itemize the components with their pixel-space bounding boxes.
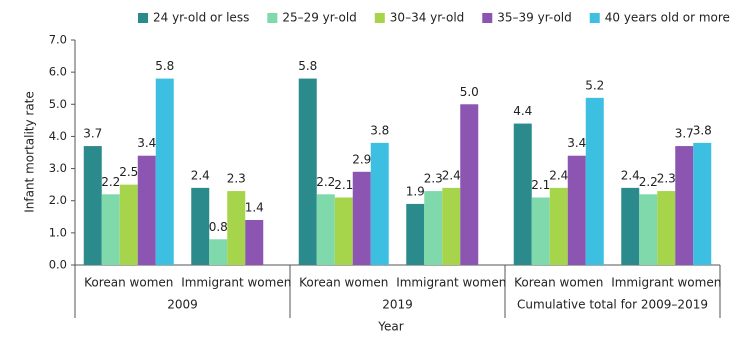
x-tick-label: Immigrant women xyxy=(396,276,506,290)
legend-label: 35–39 yr-old xyxy=(497,11,571,25)
bar xyxy=(119,184,138,265)
bar xyxy=(657,191,676,265)
group-label: 2019 xyxy=(382,298,413,312)
bar xyxy=(137,155,156,265)
y-tick-label: 0.0 xyxy=(49,258,67,272)
y-tick-label: 3.0 xyxy=(49,161,67,175)
bar xyxy=(406,203,425,265)
x-tick-label: Korean women xyxy=(299,276,388,290)
legend-swatch xyxy=(374,13,385,23)
legend-swatch xyxy=(267,13,278,23)
bar xyxy=(621,187,640,265)
y-tick-label: 1.0 xyxy=(49,225,67,239)
legend-label: 25–29 yr-old xyxy=(282,11,356,25)
value-label: 2.9 xyxy=(352,152,371,166)
value-label: 2.3 xyxy=(657,172,676,186)
y-tick-label: 4.0 xyxy=(49,129,67,143)
value-label: 3.4 xyxy=(567,136,586,150)
x-tick-label: Korean women xyxy=(84,276,173,290)
bar xyxy=(245,220,264,265)
bar xyxy=(227,191,246,265)
value-label: 2.1 xyxy=(531,178,550,192)
y-tick-label: 5.0 xyxy=(49,97,67,111)
y-tick-label: 2.0 xyxy=(49,193,67,207)
y-tick-label: 6.0 xyxy=(49,65,67,79)
bar xyxy=(531,197,550,265)
value-label: 2.4 xyxy=(191,168,210,182)
bar xyxy=(693,142,712,265)
y-axis-title: Infant mortality rate xyxy=(23,91,37,213)
bar xyxy=(567,155,586,265)
value-label: 5.0 xyxy=(460,85,479,99)
x-tick-label: Korean women xyxy=(514,276,603,290)
bar xyxy=(370,142,389,265)
value-label: 2.1 xyxy=(334,178,353,192)
group-label: 2009 xyxy=(167,298,198,312)
bar xyxy=(83,146,102,265)
legend-label: 40 years old or more xyxy=(605,11,730,25)
value-label: 2.2 xyxy=(639,175,658,189)
value-label: 2.5 xyxy=(119,165,138,179)
y-tick-label: 7.0 xyxy=(49,33,67,47)
value-label: 5.8 xyxy=(155,59,174,73)
value-label: 2.4 xyxy=(442,168,461,182)
group-label: Cumulative total for 2009–2019 xyxy=(517,298,708,312)
bar xyxy=(442,187,461,265)
value-label: 2.4 xyxy=(549,168,568,182)
bar xyxy=(209,239,228,265)
value-label: 0.8 xyxy=(209,220,228,234)
value-label: 1.9 xyxy=(406,184,425,198)
x-tick-label: Immigrant women xyxy=(181,276,291,290)
legend-label: 24 yr-old or less xyxy=(153,11,249,25)
legend-label: 30–34 yr-old xyxy=(390,11,464,25)
legend-swatch xyxy=(138,13,148,23)
bar xyxy=(316,194,335,265)
value-label: 2.3 xyxy=(424,172,443,186)
legend-swatch xyxy=(482,13,493,23)
value-label: 3.7 xyxy=(83,127,102,141)
legend-swatch xyxy=(589,13,600,23)
value-label: 2.2 xyxy=(316,175,335,189)
bar xyxy=(101,194,120,265)
value-label: 2.4 xyxy=(621,168,640,182)
value-label: 3.8 xyxy=(693,123,712,137)
value-label: 2.2 xyxy=(101,175,120,189)
value-label: 3.8 xyxy=(370,123,389,137)
value-label: 4.4 xyxy=(513,104,532,118)
bar xyxy=(155,78,174,265)
bar xyxy=(352,171,371,265)
bar xyxy=(585,97,604,265)
bar xyxy=(639,194,658,265)
value-label: 5.2 xyxy=(585,78,604,92)
bar xyxy=(334,197,353,265)
bar xyxy=(424,191,443,265)
value-label: 2.3 xyxy=(227,172,246,186)
x-tick-label: Immigrant women xyxy=(611,276,721,290)
bar xyxy=(675,146,694,265)
bar xyxy=(191,187,210,265)
value-label: 3.7 xyxy=(675,127,694,141)
value-label: 1.4 xyxy=(245,201,264,215)
bar xyxy=(298,78,317,265)
value-label: 5.8 xyxy=(298,59,317,73)
bar xyxy=(513,123,532,265)
bar xyxy=(460,104,479,266)
bar xyxy=(549,187,568,265)
x-axis-title: Year xyxy=(377,320,403,334)
value-label: 3.4 xyxy=(137,136,156,150)
